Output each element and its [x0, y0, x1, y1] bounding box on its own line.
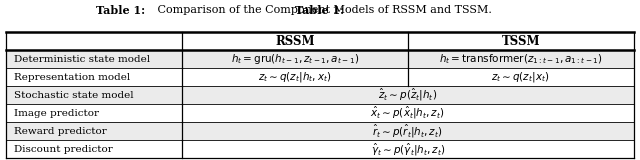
Bar — [6, 86, 634, 104]
Text: Table 1:: Table 1: — [95, 5, 145, 16]
Text: $h_t = \mathrm{gru}(h_{t-1}, z_{t-1}, a_{t-1})$: $h_t = \mathrm{gru}(h_{t-1}, z_{t-1}, a_… — [231, 52, 359, 66]
Text: $z_t \sim q(z_t|x_t)$: $z_t \sim q(z_t|x_t)$ — [492, 70, 550, 84]
Bar — [6, 50, 634, 68]
Text: RSSM: RSSM — [275, 35, 315, 48]
Text: $\hat{\gamma}_t \sim p(\hat{\gamma}_t|h_t, z_t)$: $\hat{\gamma}_t \sim p(\hat{\gamma}_t|h_… — [371, 141, 445, 158]
Text: Discount predictor: Discount predictor — [14, 145, 113, 154]
Text: Table 1:: Table 1: — [296, 5, 344, 16]
Bar — [6, 68, 634, 86]
Text: $\hat{x}_t \sim p(\hat{x}_t|h_t, z_t)$: $\hat{x}_t \sim p(\hat{x}_t|h_t, z_t)$ — [371, 105, 445, 121]
Text: Stochastic state model: Stochastic state model — [14, 91, 134, 100]
Text: $\hat{r}_t \sim p(\hat{r}_t|h_t, z_t)$: $\hat{r}_t \sim p(\hat{r}_t|h_t, z_t)$ — [372, 123, 443, 140]
Text: Image predictor: Image predictor — [14, 109, 99, 118]
Bar — [6, 104, 634, 122]
Text: Representation model: Representation model — [14, 73, 131, 82]
Text: $z_t \sim q(z_t|h_t, x_t)$: $z_t \sim q(z_t|h_t, x_t)$ — [258, 70, 332, 84]
Text: $\hat{z}_t \sim p(\hat{z}_t|h_t)$: $\hat{z}_t \sim p(\hat{z}_t|h_t)$ — [378, 87, 437, 103]
Text: $h_t = \mathrm{transformer}(z_{1:t-1}, a_{1:t-1})$: $h_t = \mathrm{transformer}(z_{1:t-1}, a… — [439, 52, 602, 66]
Bar — [6, 122, 634, 140]
Text: Deterministic state model: Deterministic state model — [14, 55, 150, 64]
Bar — [6, 140, 634, 158]
Text: Comparison of the Component Models of RSSM and TSSM.: Comparison of the Component Models of RS… — [154, 5, 492, 15]
Text: Reward predictor: Reward predictor — [14, 127, 107, 136]
Text: TSSM: TSSM — [502, 35, 540, 48]
